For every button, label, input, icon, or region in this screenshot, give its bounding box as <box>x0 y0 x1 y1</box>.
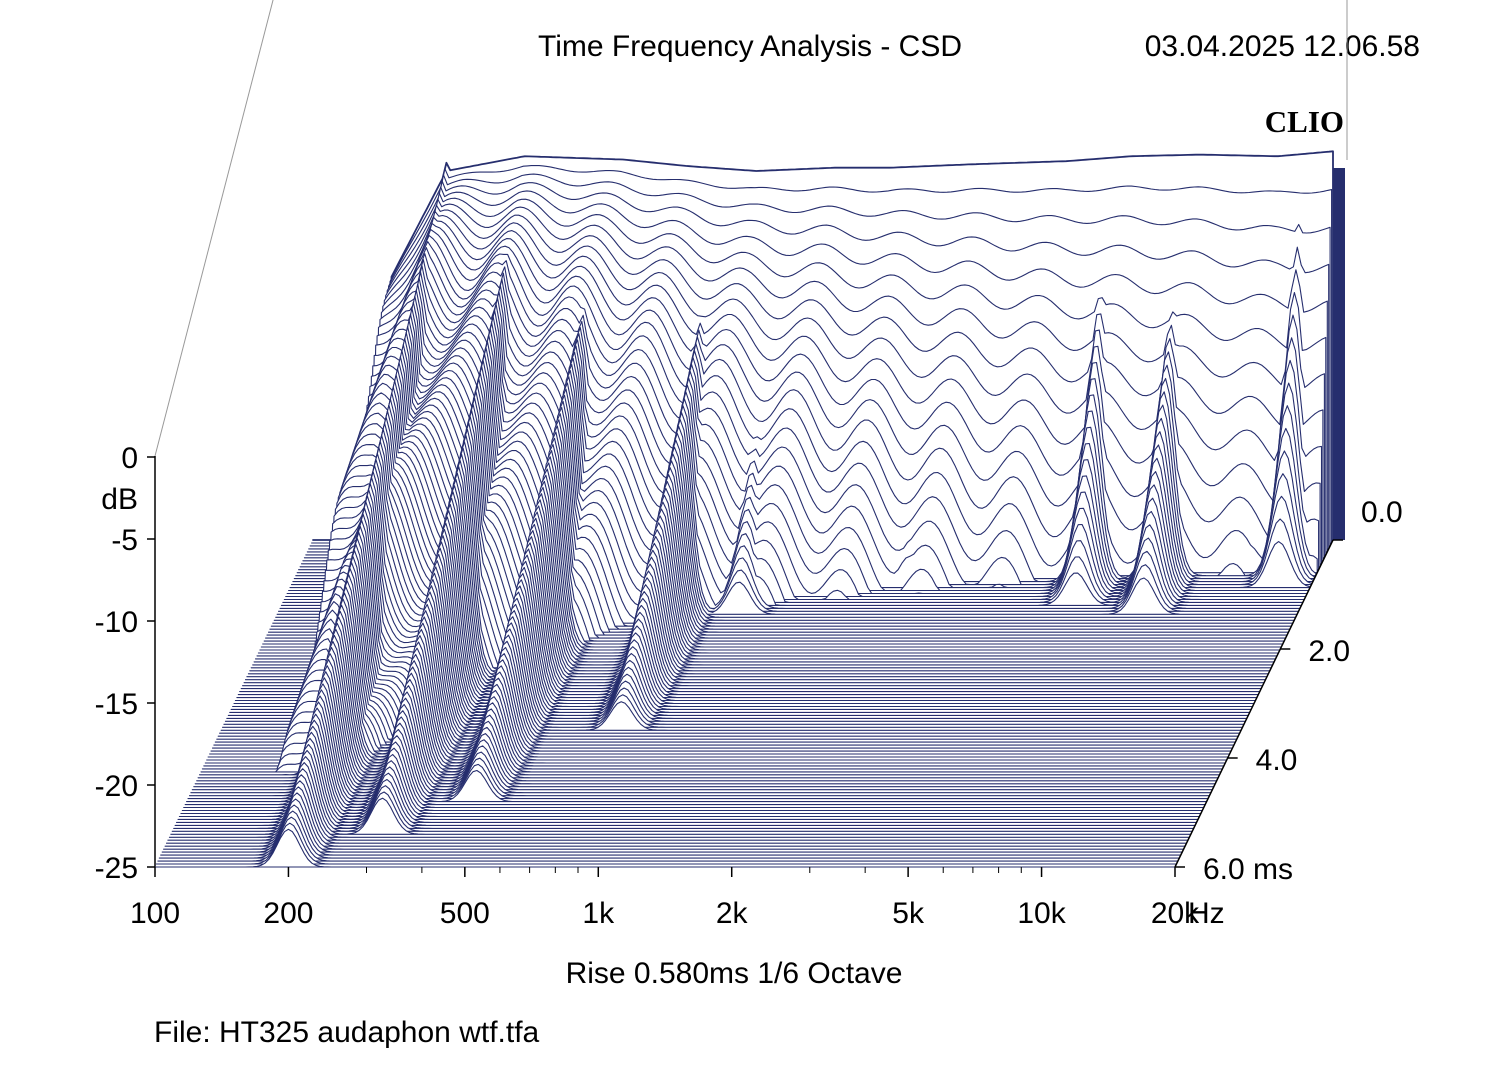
decay-slice <box>170 762 1192 835</box>
decay-slice <box>173 749 1195 829</box>
footer-file: File: HT325 audaphon wtf.tfa <box>154 1016 540 1049</box>
freq-tick-label: 1k <box>582 897 615 930</box>
freq-tick-label: 10k <box>1017 897 1066 930</box>
freq-tick-label: 200 <box>263 897 313 930</box>
plot-frame <box>154 0 1348 867</box>
timestamp: 03.04.2025 12.06.58 <box>1145 30 1420 63</box>
db-tick-label: -10 <box>95 606 138 639</box>
time-tick-label: 0.0 <box>1361 496 1403 529</box>
time-tick-label: 2.0 <box>1308 635 1350 668</box>
decay-slice <box>174 743 1196 826</box>
db-tick-label: -20 <box>95 770 138 803</box>
chart-title: Time Frequency Analysis - CSD <box>538 30 962 63</box>
time-zero-curtain <box>1333 168 1345 540</box>
decay-slice <box>163 792 1185 850</box>
decay-slice <box>168 768 1190 838</box>
decay-slice <box>180 719 1202 815</box>
decay-slice <box>171 756 1193 832</box>
db-axis-label: dB <box>101 483 138 516</box>
freq-tick-label: 20k <box>1151 897 1200 930</box>
time-unit-label: ms <box>1253 853 1293 886</box>
freq-tick-label: 100 <box>130 897 180 930</box>
decay-slice <box>161 798 1183 853</box>
decay-slice <box>178 725 1200 818</box>
time-tick-label: 6.0 <box>1203 853 1245 886</box>
freq-unit-label: Hz <box>1188 897 1225 930</box>
time-axis-line <box>1174 539 1334 868</box>
decay-slice <box>175 737 1198 823</box>
decay-slice <box>165 780 1188 844</box>
decay-slice <box>167 774 1189 841</box>
right-edge-bar <box>1333 168 1345 540</box>
freq-tick-label: 2k <box>716 897 749 930</box>
footer-settings: Rise 0.580ms 1/6 Octave <box>566 957 903 990</box>
decay-slice <box>155 822 1177 865</box>
freq-tick-label: 5k <box>892 897 925 930</box>
decay-slices <box>154 150 1334 868</box>
brand-logo: CLIO <box>1265 104 1344 139</box>
axes: 0 -5 -10 -15 -20 -25 dB 100 200 500 1k 2k 5k 10k 20kHz… <box>95 442 1403 930</box>
time-tick-label: 4.0 <box>1256 744 1298 777</box>
freq-tick-label: 500 <box>440 897 490 930</box>
decay-slice <box>158 810 1180 859</box>
db-tick-label: 0 <box>121 442 138 475</box>
db-tick-label: -5 <box>111 524 138 557</box>
decay-slice <box>262 374 1284 645</box>
db-tick-label: -25 <box>95 852 138 885</box>
frame-edge-left <box>154 0 274 457</box>
decay-slice <box>160 804 1182 856</box>
decay-slice <box>177 731 1199 820</box>
decay-slice <box>164 786 1186 847</box>
db-tick-label: -15 <box>95 688 138 721</box>
decay-slice <box>263 368 1285 642</box>
decay-slice <box>157 816 1179 862</box>
decay-slice <box>154 828 1176 868</box>
